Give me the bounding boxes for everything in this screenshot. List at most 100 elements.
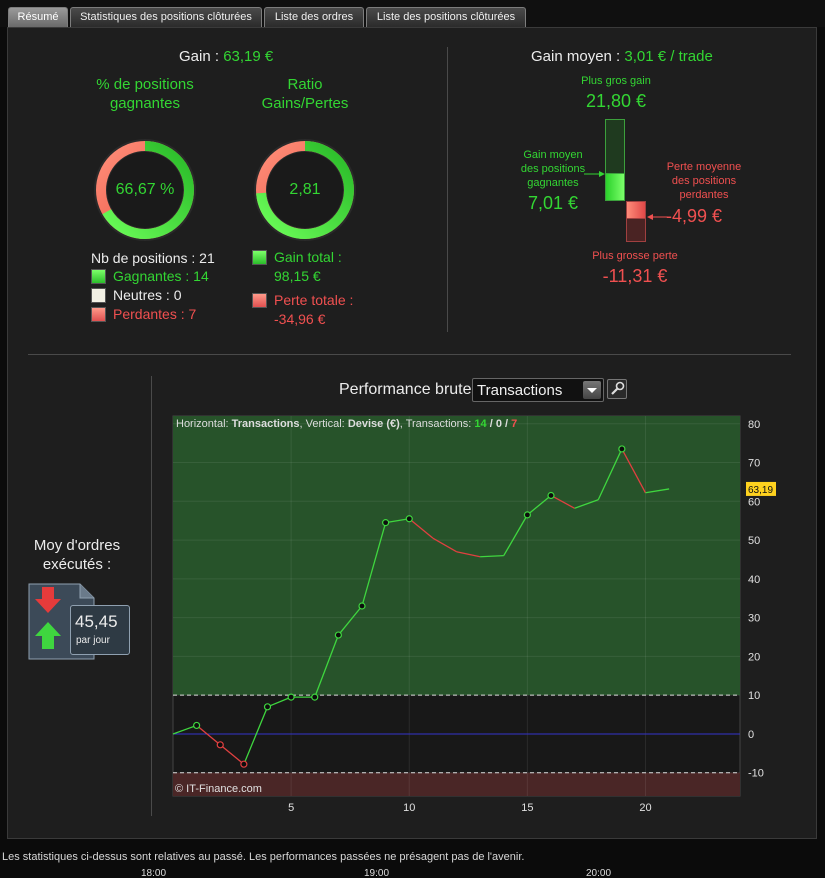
- tab-closed-positions-stats[interactable]: Statistiques des positions clôturées: [70, 7, 262, 27]
- avg-gain-value: 3,01 € / trade: [624, 48, 713, 65]
- gain-header: Gain : 63,19 €: [179, 48, 273, 65]
- total-gain-swatch: [252, 250, 267, 265]
- chart-header-h: Horizontal:: [176, 418, 229, 430]
- y-tick-label: 30: [748, 613, 760, 625]
- chevron-down-icon[interactable]: [583, 381, 601, 399]
- series-segment: [503, 514, 528, 556]
- last-value-tag: [746, 481, 776, 496]
- data-point: [240, 760, 248, 768]
- avg-gain-label: Gain moyen :: [531, 48, 621, 65]
- chart-header-neutral: 0: [495, 418, 502, 430]
- data-point: [523, 511, 531, 519]
- y-tick-label: 20: [748, 651, 760, 663]
- neutral-swatch: [91, 288, 106, 303]
- series-segment: [172, 724, 197, 735]
- pct-winners-donut: 66,67 %: [94, 139, 196, 241]
- wrench-icon[interactable]: [607, 379, 627, 399]
- chart-watermark: © IT-Finance.com: [175, 783, 262, 795]
- y-tick-label: -10: [748, 768, 764, 780]
- ratio-title: Ratio Gains/Pertes: [261, 76, 349, 112]
- data-point: [334, 631, 342, 639]
- series-segment: [196, 724, 221, 746]
- chart-header-sep1: /: [489, 418, 493, 430]
- pct-winners-ring: [94, 139, 196, 241]
- ratio-ring: [254, 139, 356, 241]
- data-point: [287, 693, 295, 701]
- series-segment: [385, 518, 410, 524]
- pct-winners-title: % de positions gagnantes: [96, 76, 194, 112]
- series-segment: [408, 518, 434, 539]
- chart-header-loss: 7: [511, 418, 518, 430]
- series-segment: [456, 551, 481, 558]
- data-point: [382, 519, 390, 527]
- chart-header-v: , Vertical:: [299, 418, 345, 430]
- losers-count: Perdantes : 7: [113, 306, 197, 322]
- vertical-divider: [447, 47, 448, 332]
- orders-value-box: 45,45 par jour: [70, 605, 130, 655]
- tab-resume[interactable]: Résumé: [8, 7, 68, 27]
- loss-band: [173, 772, 740, 796]
- avg-loss-value: -4,99 €: [666, 206, 723, 226]
- series-segment: [621, 448, 647, 494]
- performance-axis-select-value: Transactions: [477, 382, 563, 399]
- last-value-label: 63,19: [748, 485, 773, 496]
- gain-label: Gain :: [179, 48, 220, 65]
- chart-header-v-value: Devise (€): [347, 418, 400, 430]
- gain-value: 63,19 €: [223, 48, 274, 65]
- series-segment: [314, 634, 339, 698]
- avg-win-value: 7,01 €: [527, 193, 579, 213]
- avg-win-label: Gain moyen des positions gagnantes: [513, 148, 593, 190]
- tab-bar: Résumé Statistiques des positions clôtur…: [0, 0, 825, 27]
- winners-count: Gagnantes : 14: [113, 268, 209, 284]
- worst-loss-value: -11,31 €: [602, 266, 668, 286]
- worst-loss-label: Plus grosse perte: [592, 250, 678, 262]
- pct-winners-gain-arc: [96, 141, 194, 239]
- chart-divider: [151, 376, 152, 816]
- positions-count: Nb de positions : 21: [91, 250, 215, 266]
- orders-value: 45,45: [75, 612, 118, 631]
- orders-title-line2: exécutés :: [42, 556, 112, 573]
- avg-win-label-line3: gagnantes: [527, 177, 579, 189]
- total-loss-value: -34,96 €: [274, 311, 326, 327]
- chart-header-sep2: /: [505, 418, 509, 430]
- series-segment: [550, 494, 575, 509]
- y-tick-label: 0: [748, 729, 754, 741]
- x-tick-label: 15: [521, 802, 533, 814]
- x-tick-label: 10: [403, 802, 415, 814]
- data-point: [311, 693, 319, 701]
- horizontal-divider: [28, 354, 791, 355]
- data-point: [216, 741, 224, 749]
- avg-gain-header: Gain moyen : 3,01 € / trade: [531, 48, 713, 65]
- performance-axis-select[interactable]: Transactions: [472, 378, 604, 402]
- performance-title: Performance brute: [339, 381, 472, 398]
- total-loss-swatch: [252, 293, 267, 308]
- pct-winners-value: 66,67 %: [115, 181, 175, 198]
- avg-gain-bar: [605, 173, 625, 201]
- chart-header-win: 14: [474, 418, 487, 430]
- orders-title-line1: Moy d'ordres: [33, 537, 121, 554]
- clock-label-2: 19:00: [364, 868, 390, 878]
- data-point: [618, 445, 626, 453]
- avg-loss-arrow: [647, 214, 668, 220]
- series-segment: [361, 522, 387, 607]
- ratio-donut: 2,81: [254, 139, 356, 241]
- tab-closed-positions-list[interactable]: Liste des positions clôturées: [366, 7, 526, 27]
- series-segment: [219, 744, 245, 765]
- series-segment: [480, 554, 504, 558]
- data-point: [405, 515, 413, 523]
- chart-header: Horizontal: Transactions, Vertical: Devi…: [176, 418, 517, 430]
- y-tick-label: 10: [748, 690, 760, 702]
- avg-win-label-line1: Gain moyen: [523, 149, 583, 161]
- data-point: [547, 491, 555, 500]
- tab-orders-list[interactable]: Liste des ordres: [264, 7, 364, 27]
- series-segment: [597, 448, 623, 501]
- clock-label-3: 20:00: [586, 868, 612, 878]
- y-tick-label: 80: [748, 419, 760, 431]
- x-tick-label: 20: [639, 802, 651, 814]
- y-tick-label: 50: [748, 535, 760, 547]
- avg-loss-bar: [626, 201, 646, 219]
- series-segment: [432, 537, 457, 553]
- avg-win-label-line2: des positions: [520, 163, 586, 175]
- orders-title: Moy d'ordres exécutés :: [20, 536, 134, 574]
- ratio-gain-arc: [256, 141, 354, 239]
